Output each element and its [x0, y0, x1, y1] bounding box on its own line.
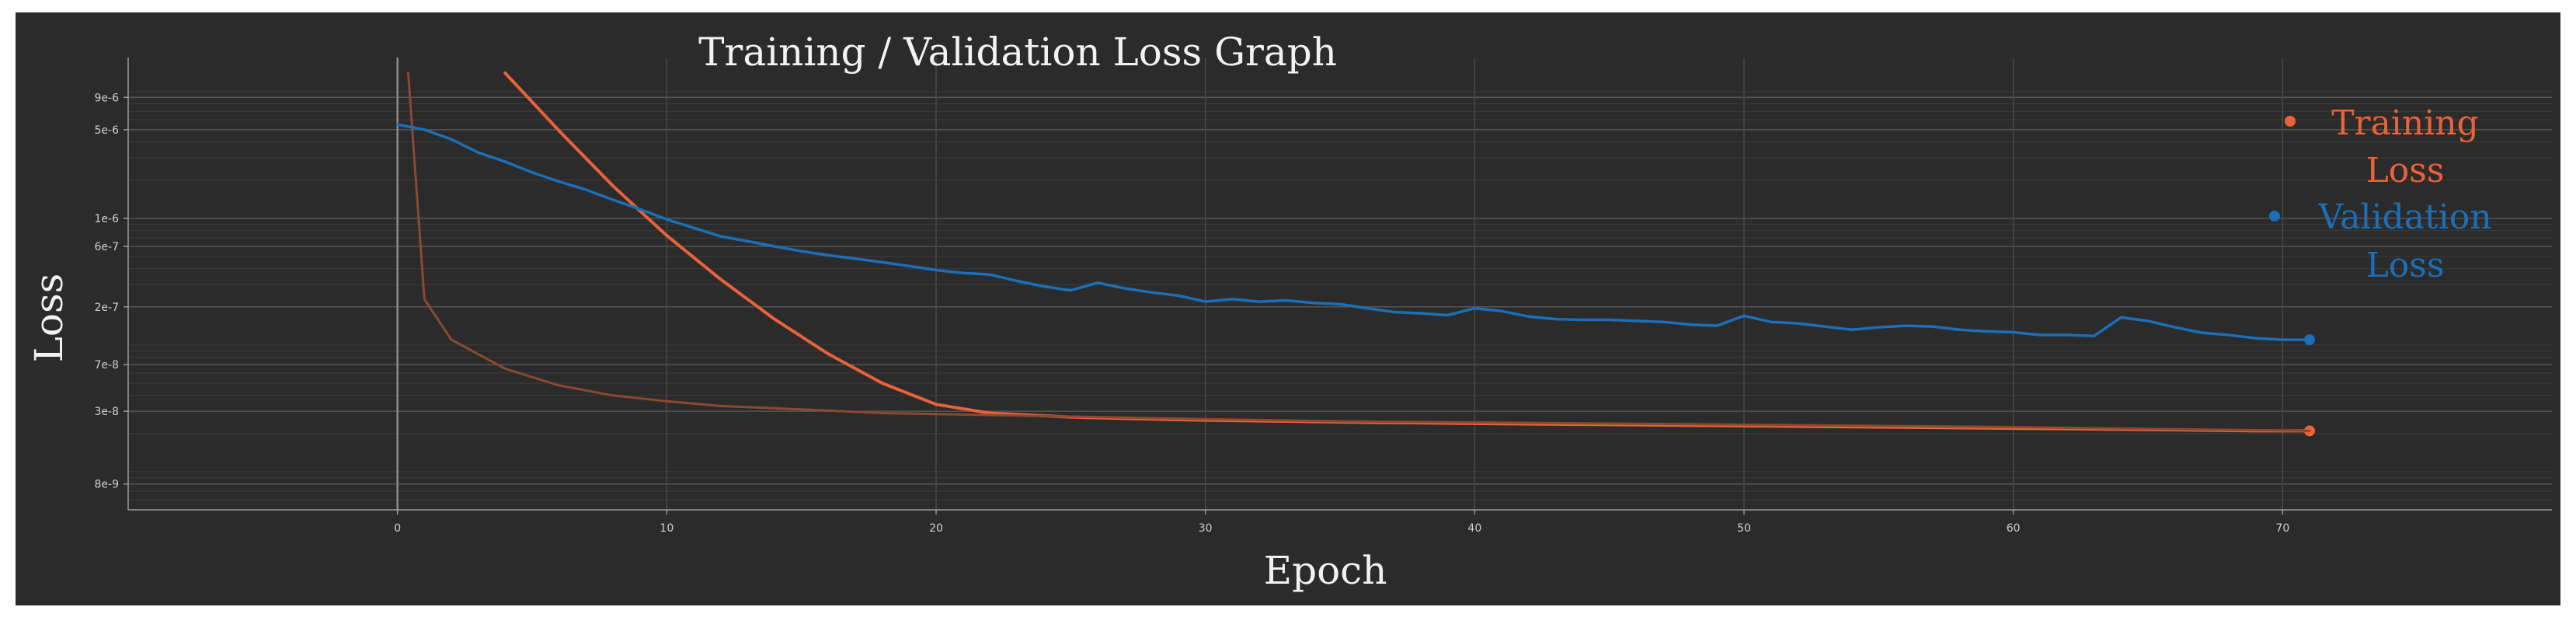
y-tick-label: 7e-8 [95, 359, 119, 372]
x-tick-label: 20 [929, 522, 943, 535]
y-tick-label: 6e-7 [95, 241, 119, 253]
loss-chart: Training / Validation Loss Graph Epoch L… [16, 12, 2560, 605]
x-tick-labels: 0 10 20 30 40 50 60 70 [394, 522, 2289, 535]
y-axis-label: Loss [26, 274, 71, 363]
y-tick-label: 9e-6 [95, 92, 120, 104]
chart-panel: Training / Validation Loss Graph Epoch L… [16, 12, 2560, 605]
series-endpoint-validation-loss [2304, 334, 2315, 346]
series-layer [395, 72, 2315, 437]
y-tick-label: 8e-9 [95, 479, 119, 491]
y-tick-label: 1e-6 [95, 213, 120, 225]
x-tick-label: 10 [660, 522, 674, 535]
x-tick-label: 40 [1467, 522, 1481, 535]
legend-label-validation-line1: Validation [2317, 197, 2491, 237]
x-tick-label: 0 [394, 522, 401, 535]
x-axis-label: Epoch [1264, 548, 1387, 593]
x-tick-label: 50 [1737, 522, 1751, 535]
chart-title: Training / Validation Loss Graph [698, 30, 1337, 75]
legend-label-training-line2: Loss [2366, 151, 2445, 190]
legend-marker-validation [2269, 211, 2280, 222]
series-line-training-loss-raw [407, 72, 2311, 432]
x-tick-label: 60 [2007, 522, 2021, 535]
legend-marker-training [2285, 116, 2296, 127]
legend-label-training-line1: Training [2331, 103, 2479, 143]
y-tick-label: 3e-8 [95, 406, 119, 418]
y-tick-labels: 9e-6 5e-6 1e-6 6e-7 2e-7 7e-8 3e-8 8e-9 [95, 92, 120, 490]
y-tick-label: 5e-6 [95, 124, 120, 137]
legend: Training Loss Validation Loss [2269, 103, 2492, 285]
grid [124, 58, 2552, 515]
x-tick-label: 70 [2275, 522, 2289, 535]
y-tick-label: 2e-7 [95, 302, 119, 314]
legend-label-validation-line2: Loss [2366, 246, 2445, 285]
x-tick-label: 30 [1199, 522, 1213, 535]
series-line-validation-loss [395, 123, 2311, 341]
